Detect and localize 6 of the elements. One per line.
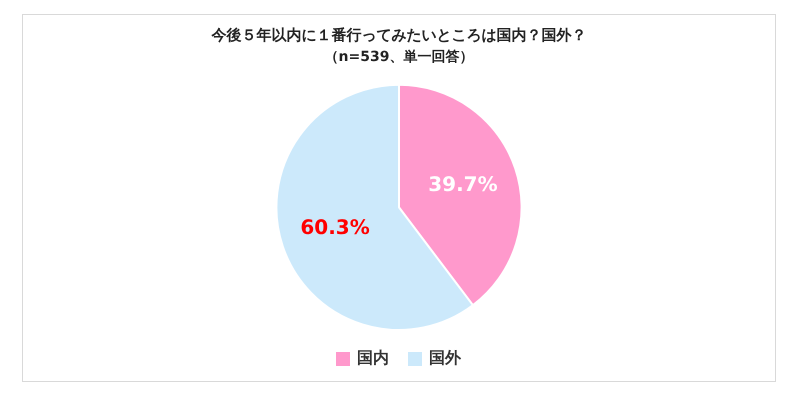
- data-label: 60.3%: [300, 215, 370, 240]
- legend-label: 国外: [429, 348, 462, 368]
- chart-title: 今後５年以内に１番行ってみたいところは国内？国外？: [210, 26, 586, 44]
- legend-label: 国内: [357, 348, 389, 368]
- chart-subtitle: （n=539、単一回答）: [324, 49, 474, 66]
- data-label: 39.7%: [428, 172, 498, 196]
